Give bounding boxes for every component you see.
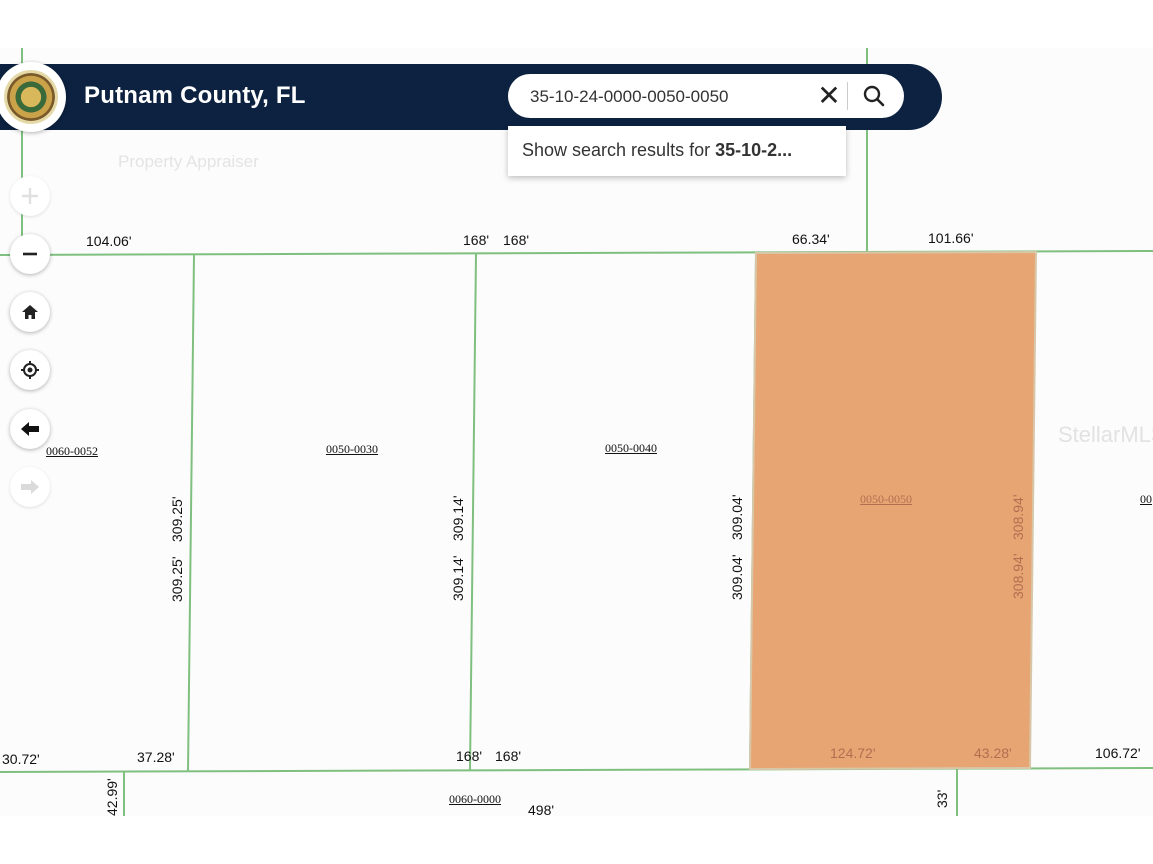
locate-icon bbox=[21, 361, 39, 379]
dim-label: 309.25' bbox=[169, 496, 185, 543]
parcel-line bbox=[469, 253, 477, 771]
dim-label: 33' bbox=[934, 789, 950, 808]
zoom-in-button[interactable] bbox=[10, 176, 50, 216]
dim-label: 309.04' bbox=[729, 494, 745, 541]
dim-label: 104.06' bbox=[86, 233, 132, 249]
dim-label: 66.34' bbox=[792, 231, 830, 247]
parcel-id[interactable]: 00 bbox=[1140, 492, 1152, 506]
page-subtitle: Property Appraiser bbox=[118, 152, 259, 171]
search-icon bbox=[863, 85, 885, 107]
clear-search-button[interactable]: ✕ bbox=[817, 80, 841, 111]
dim-label: 168' bbox=[495, 748, 522, 764]
dim-label: 498' bbox=[528, 802, 555, 818]
arrow-right-icon bbox=[21, 480, 39, 494]
dim-label: 309.25' bbox=[169, 556, 185, 603]
dim-label: 308.94' bbox=[1010, 553, 1026, 600]
parcel-id[interactable]: 0050-0040 bbox=[605, 441, 657, 455]
zoom-out-button[interactable] bbox=[10, 234, 50, 274]
locate-button[interactable] bbox=[10, 350, 50, 390]
dim-label: 309.14' bbox=[450, 495, 466, 542]
parcel-id-selected[interactable]: 0050-0050 bbox=[860, 492, 912, 506]
dim-label: 42.99' bbox=[104, 778, 120, 816]
selected-parcel bbox=[748, 250, 1038, 771]
suggestion-query: 35-10-2... bbox=[715, 140, 793, 160]
parcel-id[interactable]: 0060-0052 bbox=[46, 444, 98, 458]
arrow-left-icon bbox=[21, 422, 39, 436]
dim-label: 168' bbox=[503, 232, 530, 248]
map-canvas[interactable] bbox=[0, 48, 1153, 816]
dim-label: 309.04' bbox=[729, 554, 745, 601]
parcel-line bbox=[187, 254, 195, 773]
parcel-id[interactable]: 0050-0030 bbox=[326, 442, 378, 456]
dim-label: 308.94' bbox=[1010, 494, 1026, 541]
search-box: ✕ bbox=[508, 74, 904, 118]
suggestion-prefix: Show search results for bbox=[522, 140, 716, 160]
dim-label: 309.14' bbox=[450, 555, 466, 602]
search-suggestion[interactable]: Show search results for 35-10-2... bbox=[508, 126, 846, 176]
dim-label: 106.72' bbox=[1095, 745, 1141, 761]
plus-icon bbox=[22, 188, 38, 204]
back-button[interactable] bbox=[10, 409, 50, 449]
search-button[interactable] bbox=[858, 82, 890, 110]
watermark: StellarMLS bbox=[1058, 422, 1153, 447]
dim-label: 37.28' bbox=[137, 749, 175, 765]
divider bbox=[847, 82, 848, 110]
dim-label: 168' bbox=[463, 232, 490, 248]
dim-label: 124.72' bbox=[830, 745, 876, 761]
dim-label: 43.28' bbox=[974, 745, 1012, 761]
parcel-id[interactable]: 0060-0000 bbox=[449, 792, 501, 806]
page-title: Putnam County, FL bbox=[84, 82, 306, 109]
dim-label: 101.66' bbox=[928, 230, 974, 246]
dim-label: 168' bbox=[456, 748, 483, 764]
home-button[interactable] bbox=[10, 292, 50, 332]
seal-icon bbox=[4, 70, 58, 124]
home-icon bbox=[22, 305, 38, 319]
minus-icon bbox=[23, 252, 37, 256]
forward-button[interactable] bbox=[10, 467, 50, 507]
search-input[interactable] bbox=[528, 83, 812, 111]
county-seal-logo[interactable] bbox=[0, 62, 66, 132]
dim-label: 30.72' bbox=[2, 751, 40, 767]
